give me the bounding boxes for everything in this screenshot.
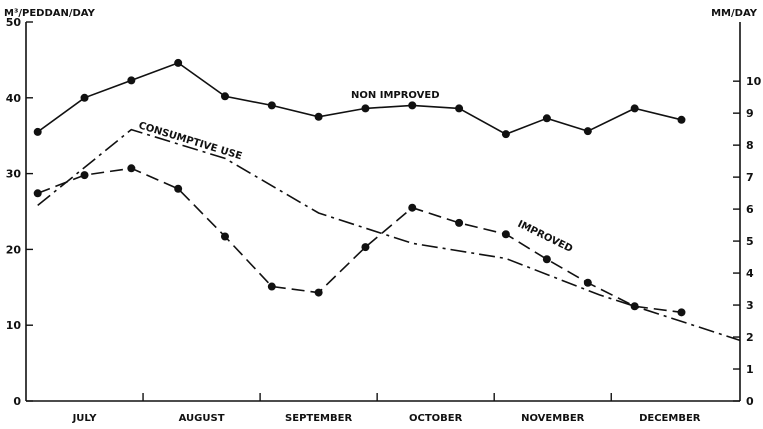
data-point <box>630 104 639 113</box>
right-tick-label: 10 <box>746 75 762 88</box>
left-tick-label: 10 <box>6 319 22 332</box>
data-point <box>455 104 464 113</box>
data-point <box>267 282 276 291</box>
improved-label: IMPROVED <box>516 219 575 255</box>
data-point <box>361 243 370 252</box>
data-point <box>220 92 229 101</box>
right-tick-label: 3 <box>746 299 754 312</box>
right-tick-label: 2 <box>746 331 754 344</box>
left-tick-label: 40 <box>6 92 22 105</box>
data-point <box>127 164 136 173</box>
right-tick-label: 4 <box>746 267 754 280</box>
month-label: AUGUST <box>179 413 225 424</box>
data-point <box>314 112 323 121</box>
series-non-improved <box>33 58 686 139</box>
right-axis: 0 1 2 3 4 5 6 7 8 9 10 <box>733 75 762 408</box>
data-point <box>267 101 276 110</box>
month-label: DECEMBER <box>639 413 701 424</box>
right-tick-label: 0 <box>746 395 754 408</box>
data-point <box>174 58 183 67</box>
month-label: NOVEMBER <box>521 413 585 424</box>
month-label: SEPTEMBER <box>285 413 352 424</box>
series-line <box>37 167 682 314</box>
right-tick-label: 6 <box>746 203 754 216</box>
data-point <box>542 114 551 123</box>
right-tick-label: 5 <box>746 235 754 248</box>
data-point <box>501 230 510 239</box>
data-point <box>542 255 551 264</box>
series-improved <box>33 164 686 317</box>
right-axis-title: MM/DAY <box>711 8 758 19</box>
left-tick-label: 30 <box>6 168 22 181</box>
data-point <box>33 127 42 136</box>
left-axis-title: M³/PEDDAN/DAY <box>4 8 96 19</box>
data-point <box>33 189 42 198</box>
series-line <box>37 128 741 342</box>
left-axis: 0 10 20 30 40 50 <box>6 16 33 408</box>
data-point <box>455 218 464 227</box>
data-point <box>408 203 417 212</box>
data-point <box>501 130 510 139</box>
data-point <box>630 302 639 311</box>
data-point <box>174 184 183 193</box>
left-tick-label: 20 <box>6 243 22 256</box>
data-point <box>314 288 323 297</box>
data-point <box>583 278 592 287</box>
series-layer <box>33 58 741 342</box>
data-point <box>80 171 89 180</box>
right-tick-label: 1 <box>746 363 754 376</box>
x-axis: JULY AUGUST SEPTEMBER OCTOBER NOVEMBER DECEMB… <box>72 393 701 424</box>
data-point <box>80 93 89 102</box>
data-point <box>408 101 417 110</box>
left-tick-label: 50 <box>6 16 22 29</box>
data-point <box>677 308 686 317</box>
month-label: OCTOBER <box>409 413 463 424</box>
data-point <box>677 115 686 124</box>
data-point <box>220 232 229 241</box>
right-tick-label: 9 <box>746 107 754 120</box>
series-consumptive-use <box>37 128 741 342</box>
data-point <box>127 76 136 85</box>
month-label: JULY <box>72 413 98 424</box>
consumptive-use-label: CONSUMPTIVE USE <box>137 120 243 162</box>
non-improved-label: NON IMPROVED <box>351 90 440 101</box>
right-tick-label: 7 <box>746 171 754 184</box>
right-tick-label: 8 <box>746 139 754 152</box>
plot-frame <box>25 22 741 402</box>
data-point <box>361 104 370 113</box>
left-tick-label: 0 <box>13 395 21 408</box>
data-point <box>583 127 592 136</box>
